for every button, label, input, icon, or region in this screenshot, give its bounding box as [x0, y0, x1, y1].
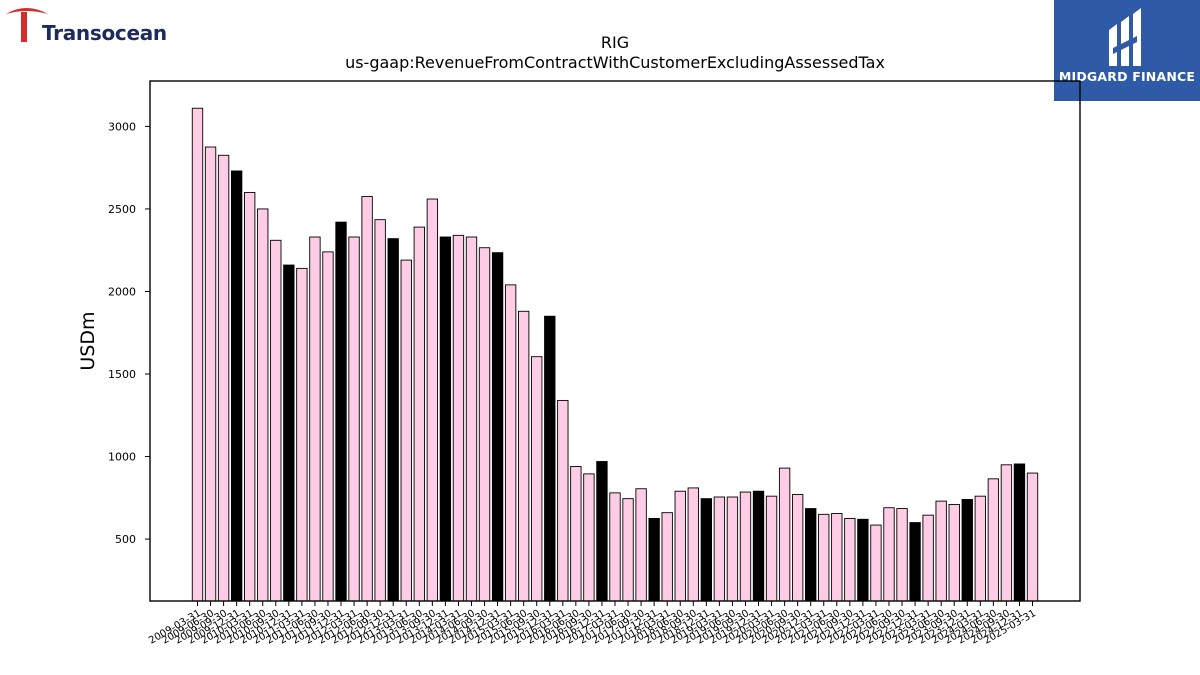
bar-2024-03-31	[974, 495, 986, 602]
plot-frame	[149, 80, 1081, 602]
bar-2017-09-30	[635, 488, 647, 602]
bar-2017-03-31	[609, 492, 621, 602]
y-tick-label: 3000	[108, 120, 136, 133]
bar-2011-09-30	[322, 251, 334, 602]
y-tick-label: 500	[115, 533, 136, 546]
bars-group	[191, 107, 1039, 602]
bar-2009-09-30	[217, 154, 230, 602]
transocean-logo-text: Transocean	[42, 21, 167, 45]
bar-2010-03-31	[244, 191, 256, 602]
bar-2024-12-31	[1013, 463, 1026, 602]
bar-2015-12-31	[544, 315, 556, 602]
bar-2018-09-30	[687, 487, 699, 602]
bar-2009-12-31	[230, 170, 243, 602]
bar-2023-06-30	[935, 500, 947, 602]
bar-2019-12-31	[752, 490, 765, 602]
bar-2017-12-31	[648, 518, 660, 602]
bar-2016-06-30	[570, 466, 582, 602]
bar-2018-12-31	[700, 498, 712, 602]
bar-2013-03-31	[400, 259, 412, 602]
transocean-logo: Transocean	[4, 4, 184, 46]
bar-2024-06-30	[987, 478, 1000, 602]
bar-2012-09-30	[374, 219, 386, 602]
bar-2009-03-31	[191, 107, 204, 602]
bar-2020-06-30	[778, 467, 791, 602]
bar-2012-12-31	[387, 238, 399, 602]
bar-2020-12-31	[805, 508, 817, 602]
bar-2019-09-30	[739, 491, 752, 602]
y-tick-label: 2500	[108, 203, 136, 216]
y-axis: 500 1000 1500 2000 2500 3000	[108, 120, 150, 546]
bar-2018-06-30	[674, 490, 686, 602]
bar-2014-06-30	[465, 236, 478, 602]
bar-2025-03-31	[1026, 472, 1039, 602]
bar-2017-06-30	[622, 498, 634, 602]
chart-subtitle: us-gaap:RevenueFromContractWithCustomerE…	[345, 53, 885, 72]
bar-2019-03-31	[713, 496, 726, 602]
bar-2011-03-31	[296, 267, 308, 602]
bar-2013-06-30	[413, 226, 425, 602]
bar-2019-06-30	[726, 496, 739, 602]
midgard-finance-emblem-icon	[1109, 8, 1141, 66]
bar-2016-03-31	[557, 399, 569, 602]
bar-2024-09-30	[1000, 464, 1013, 602]
y-tick-label: 1500	[108, 368, 136, 381]
y-tick-label: 2000	[108, 285, 136, 298]
bar-2013-12-31	[439, 236, 452, 602]
bar-2022-09-30	[896, 508, 908, 602]
bar-2021-06-30	[831, 513, 843, 602]
bar-2010-12-31	[283, 264, 295, 602]
bar-2009-06-30	[204, 146, 217, 602]
midgard-finance-logo-text: MIDGARD FINANCE	[1058, 69, 1196, 84]
bar-2023-12-31	[961, 499, 973, 602]
bar-2014-09-30	[478, 247, 491, 602]
y-axis-label: USDm	[77, 311, 99, 370]
bar-2014-12-31	[491, 252, 504, 602]
bar-2014-03-31	[452, 234, 465, 602]
bar-2021-12-31	[857, 518, 869, 602]
bar-2016-09-30	[583, 473, 595, 602]
bar-2020-03-31	[765, 495, 778, 602]
bar-2011-06-30	[309, 236, 321, 602]
bar-2016-12-31	[596, 461, 608, 602]
chart-title: RIG	[600, 33, 630, 52]
bar-2023-03-31	[922, 514, 934, 602]
bar-2015-09-30	[531, 356, 543, 602]
bar-2020-09-30	[791, 494, 804, 602]
bar-2012-06-30	[361, 196, 373, 602]
bar-2023-09-30	[948, 503, 960, 602]
bar-2013-09-30	[426, 198, 439, 602]
y-tick-label: 1000	[108, 451, 136, 464]
bar-2010-06-30	[257, 208, 269, 602]
transocean-t-icon	[6, 8, 48, 42]
bar-2022-03-31	[870, 524, 882, 602]
x-axis: 2009-03-312009-06-302009-09-302009-12-31…	[147, 601, 1038, 647]
bar-2022-12-31	[909, 522, 921, 602]
bar-2018-03-31	[661, 512, 673, 602]
bar-2021-03-31	[818, 513, 830, 602]
bar-2012-03-31	[348, 236, 360, 602]
bar-2022-06-30	[883, 507, 895, 602]
midgard-finance-logo: MIDGARD FINANCE	[1054, 0, 1200, 101]
bar-2015-03-31	[504, 284, 517, 602]
bar-2011-12-31	[335, 221, 347, 602]
bar-2021-09-30	[844, 518, 856, 602]
bar-2015-06-30	[518, 310, 530, 602]
bar-2010-09-30	[270, 239, 282, 602]
